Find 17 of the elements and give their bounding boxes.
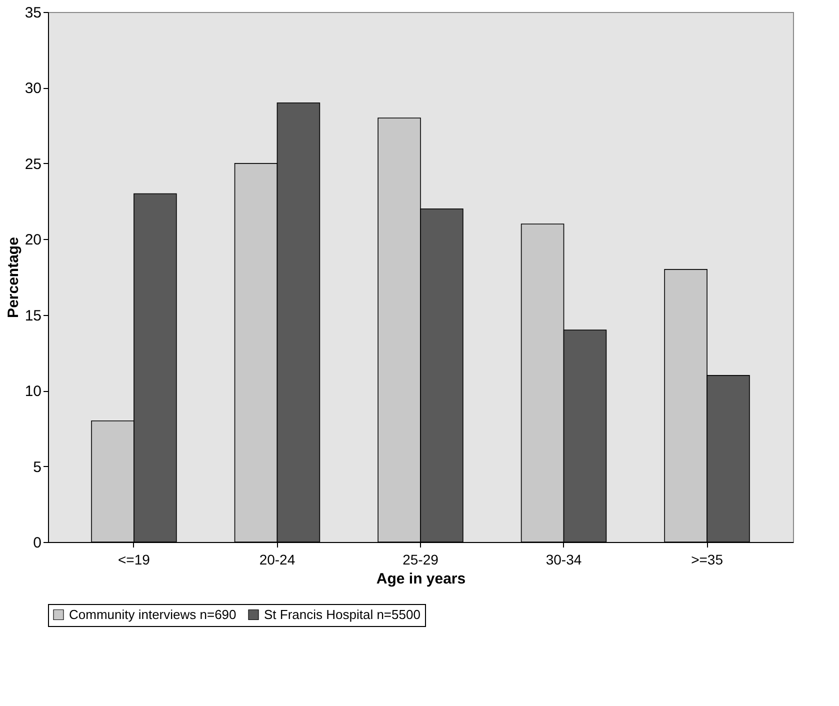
x-tick-label: >=35 (691, 552, 724, 568)
y-tick-label: 35 (24, 4, 42, 22)
x-axis-title: Age in years (376, 570, 466, 588)
y-tick-label: 20 (24, 232, 42, 249)
legend-label: Community interviews n=690 (69, 606, 236, 622)
x-tick-label: <=19 (118, 552, 150, 568)
y-tick-label: 30 (24, 80, 42, 98)
y-tick-label: 15 (24, 307, 42, 324)
legend-label: St Francis Hospital n=5500 (264, 606, 420, 622)
y-tick-label: 5 (33, 458, 42, 476)
y-tick-label: 25 (24, 156, 42, 173)
x-tick-label: 20-24 (259, 552, 296, 568)
y-tick-label: 0 (33, 534, 42, 552)
y-tick-label: 10 (24, 383, 42, 400)
x-tick-label: 30-34 (546, 552, 582, 568)
x-tick-label: 25-29 (402, 552, 439, 568)
y-axis-title: Percentage (4, 237, 22, 318)
